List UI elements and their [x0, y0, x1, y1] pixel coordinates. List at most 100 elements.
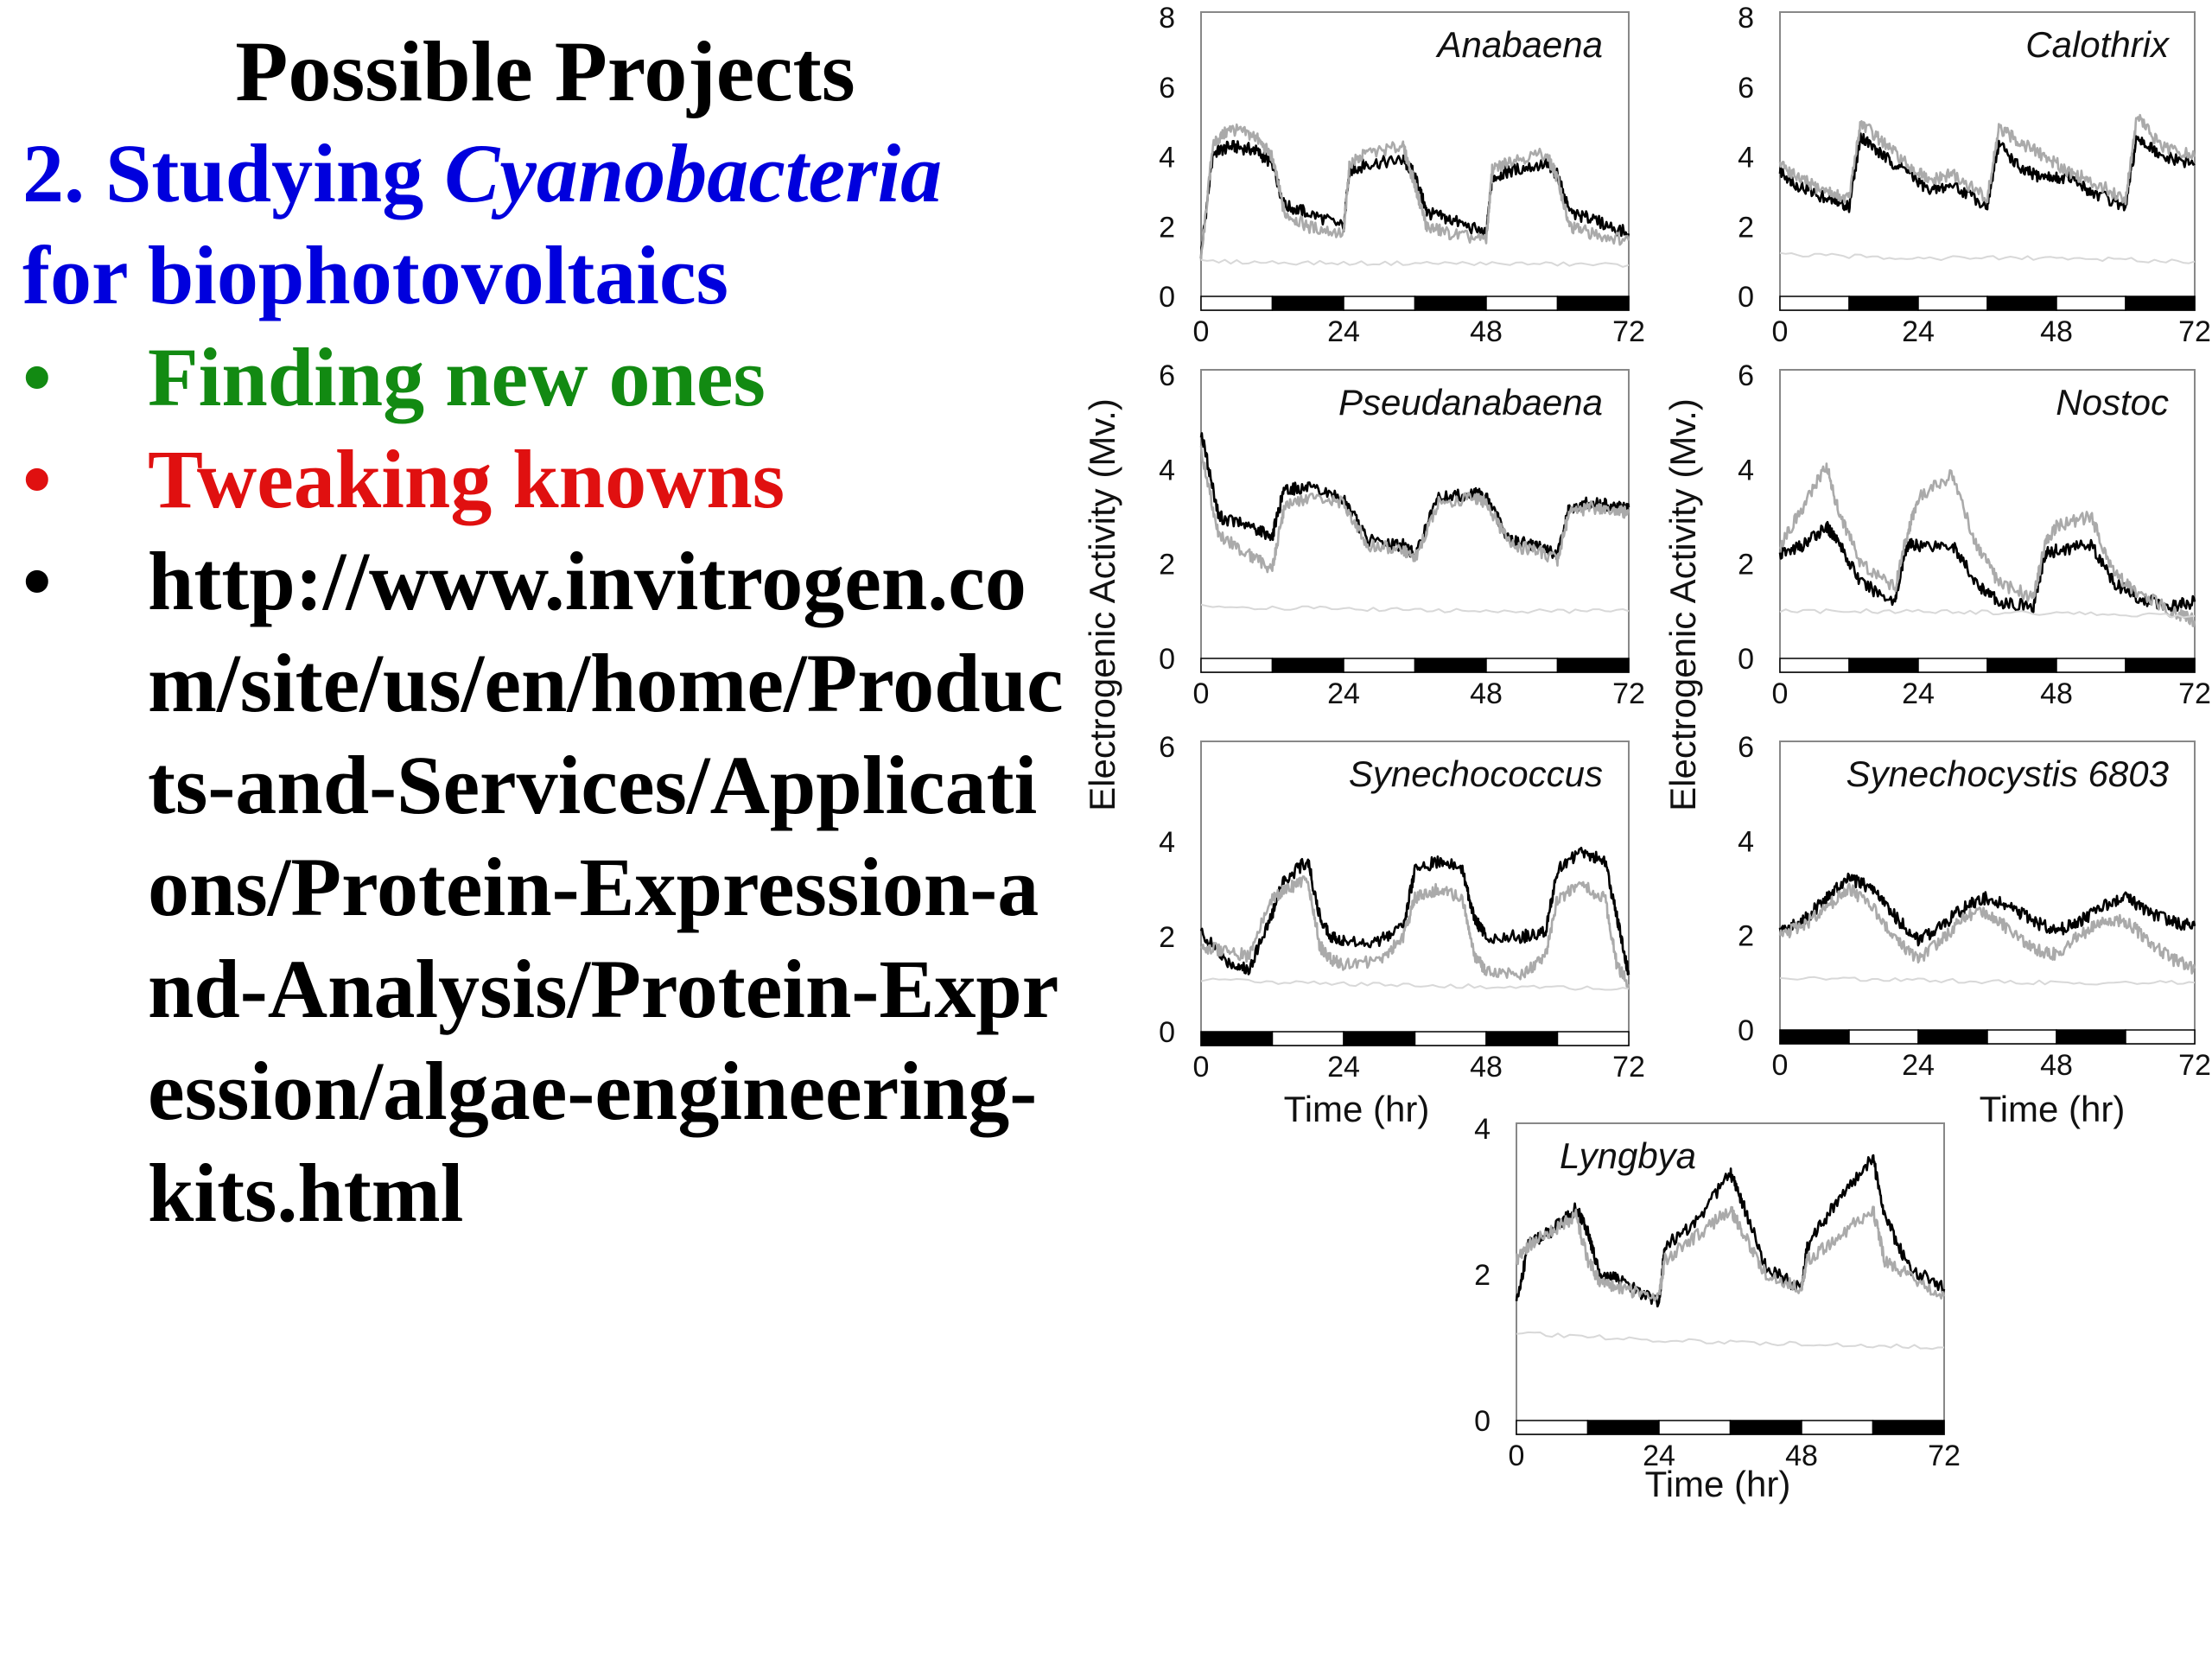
- x-tick-label: 0: [1193, 677, 1210, 710]
- light-dark-segment: [1729, 1420, 1802, 1435]
- light-dark-segment: [1779, 1029, 1850, 1045]
- y-tick-label: 4: [1738, 142, 1754, 175]
- x-tick-label: 48: [1470, 677, 1503, 710]
- light-dark-segment: [1801, 1420, 1874, 1435]
- panel-title: Pseudanabaena: [1338, 382, 1603, 423]
- bullet-item-finding: • Finding new ones: [22, 327, 1068, 429]
- y-tick-label: 8: [1738, 2, 1754, 35]
- x-tick-label: 48: [2040, 1049, 2073, 1082]
- heading-italic-term: Cyanobacteria: [444, 127, 943, 219]
- x-tick-label: 72: [1928, 1440, 1961, 1472]
- light-dark-segment: [1917, 296, 1988, 311]
- light-dark-segment: [1586, 1420, 1660, 1435]
- light-dark-segment: [2125, 1029, 2196, 1045]
- light-dark-segment: [1848, 658, 1919, 673]
- light-dark-segment: [1658, 1420, 1732, 1435]
- x-tick-label: 48: [1470, 315, 1503, 348]
- light-dark-segment: [1414, 296, 1487, 311]
- light-dark-segment: [1485, 296, 1559, 311]
- panel-title: Lyngbya: [1560, 1135, 1696, 1176]
- light-dark-segment: [1848, 296, 1919, 311]
- x-tick-label: 48: [1470, 1051, 1503, 1084]
- x-tick-label: 72: [1612, 677, 1645, 710]
- light-dark-segment: [1986, 1029, 2057, 1045]
- y-axis-label-left: Electrogenic Activity (Mv.): [1082, 398, 1122, 811]
- x-axis-label-right: Time (hr): [1980, 1089, 2126, 1129]
- bullet-dot-icon: •: [22, 331, 52, 423]
- panel-title: Nostoc: [2056, 382, 2169, 423]
- bullet-url-text[interactable]: http://www.invitrogen.com/site/us/en/hom…: [148, 535, 1064, 1239]
- y-tick-label: 0: [1474, 1405, 1491, 1438]
- y-tick-label: 4: [1738, 825, 1754, 858]
- y-axis-label-right: Electrogenic Activity (Mv.): [1662, 398, 1703, 811]
- y-tick-label: 6: [1159, 359, 1175, 392]
- y-tick-label: 0: [1159, 1016, 1175, 1049]
- light-dark-segment: [1271, 296, 1344, 311]
- light-dark-segment: [1516, 1420, 1589, 1435]
- y-tick-label: 6: [1159, 72, 1175, 105]
- y-tick-label: 4: [1159, 826, 1175, 859]
- y-tick-label: 0: [1159, 643, 1175, 676]
- series-line: [1779, 251, 2196, 264]
- y-tick-label: 6: [1738, 731, 1754, 764]
- figure-svg: Electrogenic Activity (Mv.) Electrogenic…: [1082, 2, 2211, 1504]
- series-line: [1778, 872, 2196, 947]
- series-line: [1200, 258, 1630, 268]
- y-tick-label: 4: [1738, 454, 1754, 486]
- x-tick-label: 24: [1643, 1440, 1675, 1472]
- x-tick-label: 72: [2178, 315, 2211, 348]
- panel-title: Calothrix: [2025, 24, 2171, 65]
- light-dark-segment: [1986, 296, 2057, 311]
- y-tick-label: 2: [1738, 211, 1754, 244]
- y-tick-label: 2: [1159, 549, 1175, 582]
- light-dark-segment: [1872, 1420, 1945, 1435]
- light-dark-segment: [2056, 1029, 2126, 1045]
- light-dark-segment: [1986, 658, 2057, 673]
- x-tick-label: 0: [1509, 1440, 1525, 1472]
- slide-heading-line2: for biophotovoltaics: [22, 229, 728, 321]
- x-tick-label: 0: [1193, 315, 1210, 348]
- x-tick-label: 72: [2178, 677, 2211, 710]
- panel-title: Synechococcus: [1349, 753, 1603, 794]
- light-dark-segment: [1343, 296, 1416, 311]
- light-dark-segment: [1556, 658, 1630, 673]
- y-tick-label: 0: [1159, 281, 1175, 314]
- bullet-item-tweaking: • Tweaking knowns: [22, 429, 1068, 531]
- x-tick-label: 72: [2178, 1049, 2211, 1082]
- y-tick-label: 0: [1738, 281, 1754, 314]
- light-dark-segment: [1779, 658, 1850, 673]
- series-line: [1199, 875, 1630, 989]
- x-tick-label: 0: [1772, 1049, 1789, 1082]
- y-tick-label: 0: [1738, 1014, 1754, 1047]
- bullet-text: Finding new ones: [148, 331, 766, 423]
- light-dark-segment: [1200, 658, 1274, 673]
- y-tick-label: 0: [1738, 643, 1754, 676]
- y-tick-label: 6: [1738, 359, 1754, 392]
- panel-title: Anabaena: [1434, 24, 1603, 65]
- light-dark-segment: [1485, 658, 1559, 673]
- x-tick-label: 0: [1772, 315, 1789, 348]
- y-tick-label: 6: [1159, 731, 1175, 764]
- series-line: [1200, 977, 1630, 991]
- bullet-dot-icon: •: [22, 535, 52, 627]
- x-tick-label: 48: [2040, 315, 2073, 348]
- light-dark-segment: [1414, 1031, 1487, 1046]
- y-tick-label: 2: [1474, 1259, 1491, 1292]
- x-tick-label: 72: [1612, 315, 1645, 348]
- x-tick-label: 24: [1902, 315, 1935, 348]
- light-dark-segment: [1343, 658, 1416, 673]
- y-tick-label: 2: [1738, 549, 1754, 582]
- x-tick-label: 0: [1772, 677, 1789, 710]
- x-tick-label: 0: [1193, 1051, 1210, 1084]
- series-line: [1516, 1331, 1945, 1351]
- series-line: [1778, 462, 2196, 627]
- y-tick-label: 4: [1159, 454, 1175, 486]
